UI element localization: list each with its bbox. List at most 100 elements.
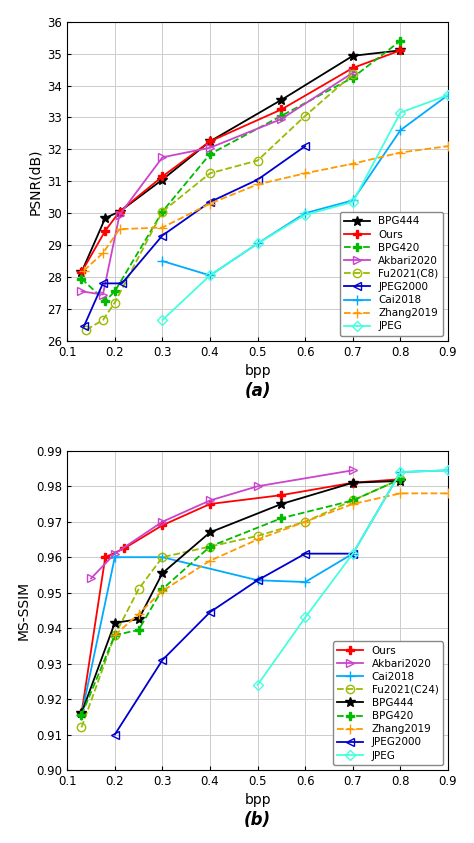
Zhang2019 [136, 609, 141, 619]
BPG420 [398, 35, 403, 46]
Y-axis label: PSNR(dB): PSNR(dB) [28, 148, 42, 214]
Zhang2019 [445, 141, 451, 151]
X-axis label: bpp: bpp [244, 364, 271, 379]
Fu2021(C8) [207, 169, 213, 179]
Line: JPEG: JPEG [159, 92, 452, 324]
Cai2018 [112, 552, 118, 562]
Akbari2020 [100, 289, 106, 299]
Zhang2019 [100, 248, 106, 258]
BPG420 [207, 541, 213, 551]
BPG444 [160, 568, 165, 578]
Akbari2020 [207, 496, 213, 506]
BPG420 [398, 474, 403, 484]
BPG444 [398, 46, 403, 56]
JPEG [445, 90, 451, 100]
Ours [207, 137, 213, 147]
Line: Fu2021(C8): Fu2021(C8) [82, 70, 357, 334]
JPEG2000 [160, 655, 165, 665]
Cai2018 [445, 465, 451, 475]
Line: Zhang2019: Zhang2019 [110, 488, 453, 640]
Line: Fu2021(C24): Fu2021(C24) [77, 475, 405, 732]
JPEG2000 [160, 230, 165, 240]
Zhang2019 [117, 224, 122, 234]
BPG420 [79, 710, 84, 720]
BPG444 [102, 213, 108, 223]
Zhang2019 [302, 169, 308, 179]
Fu2021(C8) [83, 325, 89, 335]
BPG444 [207, 528, 213, 538]
Cai2018 [398, 467, 403, 477]
BPG444 [350, 478, 356, 488]
BPG420 [207, 149, 213, 159]
Line: Zhang2019: Zhang2019 [79, 142, 453, 276]
Ours [121, 543, 127, 553]
BPG444 [350, 51, 356, 61]
Zhang2019 [207, 199, 213, 209]
Fu2021(C24) [255, 531, 260, 541]
Cai2018 [255, 575, 260, 585]
Fu2021(C24) [350, 496, 356, 506]
Akbari2020 [279, 114, 284, 124]
Fu2021(C8) [100, 315, 106, 325]
JPEG2000 [207, 607, 213, 617]
Cai2018 [350, 196, 356, 206]
JPEG [255, 679, 260, 690]
Line: JPEG2000: JPEG2000 [80, 142, 310, 330]
Ours [398, 46, 403, 56]
Fu2021(C24) [398, 474, 403, 484]
Zhang2019 [350, 158, 356, 169]
BPG420 [279, 513, 284, 524]
BPG420 [112, 287, 118, 297]
Ours [79, 267, 84, 277]
BPG420 [160, 584, 165, 594]
Line: Ours: Ours [77, 475, 405, 717]
Y-axis label: MS-SSIM: MS-SSIM [17, 581, 31, 640]
Zhang2019 [350, 499, 356, 509]
JPEG [350, 549, 356, 559]
Ours [350, 478, 356, 488]
Line: BPG444: BPG444 [77, 476, 405, 718]
Akbari2020 [88, 573, 94, 583]
Fu2021(C8) [350, 69, 356, 79]
Ours [102, 552, 108, 562]
Fu2021(C24) [136, 584, 141, 594]
Akbari2020 [160, 153, 165, 163]
JPEG2000 [302, 141, 308, 151]
Fu2021(C24) [79, 722, 84, 733]
BPG420 [136, 625, 141, 635]
JPEG [302, 612, 308, 622]
Fu2021(C24) [302, 517, 308, 527]
Ours [350, 63, 356, 73]
Cai2018 [302, 577, 308, 587]
Akbari2020 [350, 465, 356, 475]
Ours [207, 499, 213, 509]
JPEG2000 [350, 549, 356, 559]
BPG420 [279, 110, 284, 121]
Zhang2019 [207, 556, 213, 566]
Ours [79, 708, 84, 718]
BPG444 [160, 175, 165, 185]
Zhang2019 [255, 534, 260, 545]
Ours [160, 171, 165, 181]
BPG420 [79, 273, 84, 283]
Zhang2019 [398, 148, 403, 158]
Cai2018 [350, 549, 356, 559]
Cai2018 [302, 208, 308, 218]
JPEG2000 [255, 575, 260, 585]
Fu2021(C8) [255, 155, 260, 165]
Text: (a): (a) [245, 383, 271, 400]
Zhang2019 [445, 488, 451, 498]
JPEG [445, 465, 451, 475]
Cai2018 [255, 239, 260, 249]
BPG444 [117, 207, 122, 217]
Zhang2019 [81, 266, 87, 276]
Zhang2019 [112, 631, 118, 641]
Line: JPEG2000: JPEG2000 [110, 550, 357, 738]
BPG444 [398, 476, 403, 486]
Zhang2019 [398, 488, 403, 498]
Akbari2020 [207, 142, 213, 153]
Zhang2019 [160, 223, 165, 233]
BPG444 [279, 94, 284, 105]
Cai2018 [160, 256, 165, 266]
BPG420 [350, 72, 356, 83]
